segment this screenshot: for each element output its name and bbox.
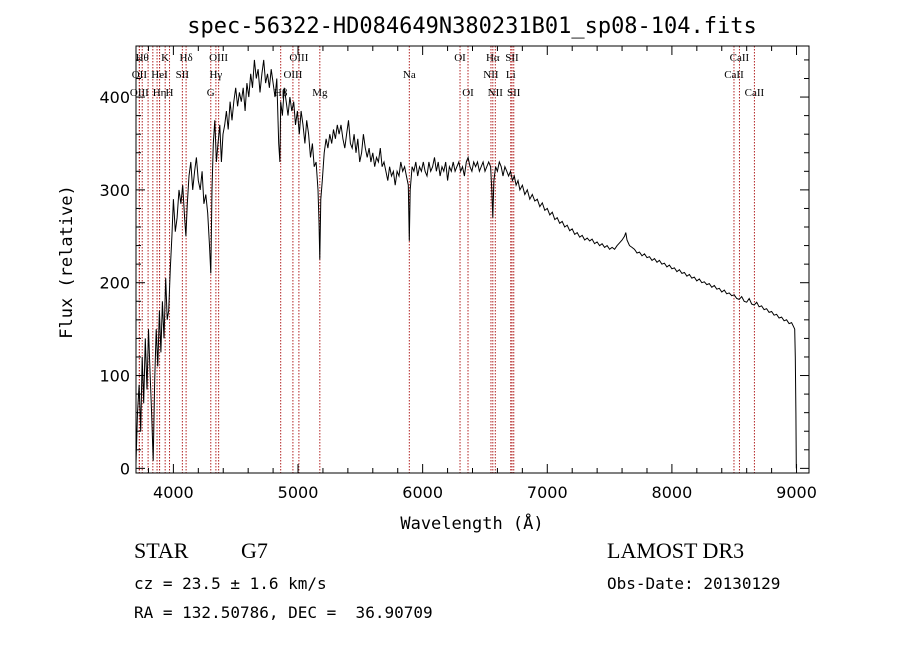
- coordinates: RA = 132.50786, DEC = 36.90709: [134, 603, 433, 622]
- spectrum-line: [135, 59, 797, 469]
- line-label: Hθ: [136, 52, 149, 64]
- line-label: NII: [483, 69, 499, 81]
- x-tick-label: 4000: [153, 483, 194, 502]
- spectral-subclass: G7: [241, 538, 268, 563]
- y-axis-label: Flux (relative): [57, 185, 77, 339]
- chart-title: spec-56322-HD084649N380231B01_sp08-104.f…: [187, 14, 757, 39]
- line-label: H: [166, 87, 174, 99]
- line-label: CaII: [745, 87, 765, 99]
- line-label: CaII: [730, 52, 750, 64]
- line-label: Na: [403, 69, 416, 81]
- line-label: SII: [507, 87, 521, 99]
- x-axis-label: Wavelength (Å): [400, 512, 543, 534]
- line-label: SII: [176, 69, 190, 81]
- y-tick-label: 0: [120, 459, 130, 478]
- line-label: G: [207, 87, 215, 99]
- y-tick-label: 100: [99, 367, 130, 386]
- line-label: OIII: [209, 52, 228, 64]
- observation-date: Obs-Date: 20130129: [607, 574, 781, 593]
- line-label: OIII: [283, 69, 302, 81]
- line-label: OI: [462, 87, 474, 99]
- line-label: CaII: [724, 69, 744, 81]
- y-tick-label: 300: [99, 181, 130, 200]
- x-tick-label: 5000: [278, 483, 319, 502]
- x-tick-label: 6000: [402, 483, 443, 502]
- y-axis: 0 100 200 300 400: [99, 59, 809, 478]
- y-tick-label: 400: [99, 88, 130, 107]
- line-label: SII: [505, 52, 519, 64]
- y-tick-label: 200: [99, 274, 130, 293]
- redshift-value: cz = 23.5 ± 1.6 km/s: [134, 574, 327, 593]
- line-label: OIII: [289, 52, 308, 64]
- x-tick-label: 7000: [527, 483, 568, 502]
- spectral-line-markers: [138, 46, 755, 473]
- line-label: OI: [454, 52, 466, 64]
- object-type: STAR: [134, 538, 189, 563]
- x-axis: 4000 5000 6000 7000 8000 9000: [147, 46, 817, 502]
- line-label: Hδ: [180, 52, 193, 64]
- spectral-line-labels: HθOIIOIIIHeIHηKHSIIHδGHγOIIIHβOIIIOIIIMg…: [130, 52, 765, 99]
- line-label: K: [161, 52, 169, 64]
- x-tick-label: 8000: [652, 483, 693, 502]
- line-label: Li: [506, 69, 516, 81]
- plot-frame: [135, 45, 810, 474]
- line-label: OII: [132, 69, 148, 81]
- line-label: Hα: [486, 52, 500, 64]
- line-label: Hη: [153, 87, 167, 99]
- x-tick-label: 9000: [776, 483, 817, 502]
- line-label: HeI: [151, 69, 168, 81]
- survey-name: LAMOST DR3: [607, 538, 745, 563]
- line-label: OIII: [130, 87, 149, 99]
- line-label: Hγ: [209, 69, 222, 81]
- line-label: Mg: [312, 87, 328, 99]
- line-label: NII: [488, 87, 504, 99]
